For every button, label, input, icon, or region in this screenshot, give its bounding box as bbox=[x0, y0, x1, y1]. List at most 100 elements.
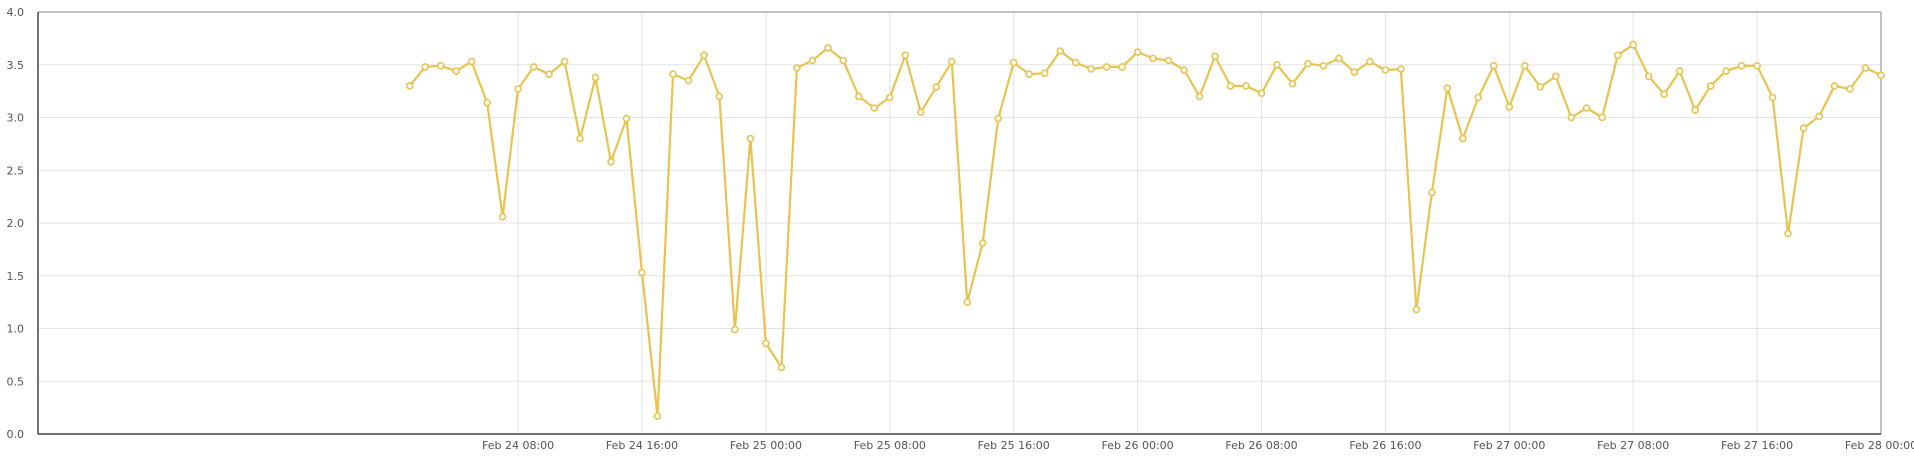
data-point bbox=[824, 44, 832, 52]
data-point bbox=[1613, 51, 1622, 60]
data-point bbox=[622, 114, 631, 123]
data-point bbox=[1799, 124, 1808, 132]
data-point bbox=[1737, 62, 1746, 70]
data-point bbox=[1009, 58, 1018, 67]
data-point bbox=[653, 412, 662, 420]
data-point bbox=[576, 134, 584, 143]
x-tick-label: Feb 26 08:00 bbox=[1225, 439, 1297, 452]
data-point bbox=[1660, 90, 1668, 99]
data-point bbox=[483, 98, 491, 107]
y-tick-label: 1.0 bbox=[7, 323, 25, 336]
data-point bbox=[1459, 134, 1467, 143]
data-point bbox=[808, 56, 817, 65]
data-point bbox=[1629, 40, 1637, 49]
data-point bbox=[1397, 65, 1405, 73]
data-point bbox=[839, 56, 848, 65]
data-point bbox=[947, 57, 956, 66]
x-tick-label: Feb 27 08:00 bbox=[1597, 439, 1669, 452]
data-point bbox=[1273, 61, 1281, 69]
data-point bbox=[1087, 65, 1095, 73]
data-point bbox=[1521, 62, 1529, 70]
y-tick-label: 4.0 bbox=[7, 6, 25, 19]
data-point bbox=[1722, 67, 1730, 75]
data-point bbox=[1830, 82, 1839, 90]
data-point bbox=[1164, 56, 1173, 65]
data-point bbox=[1242, 82, 1250, 90]
data-point bbox=[1102, 63, 1111, 71]
data-point bbox=[1552, 72, 1560, 81]
data-point bbox=[1366, 57, 1374, 66]
data-point bbox=[1118, 63, 1126, 71]
data-point bbox=[1257, 89, 1266, 97]
data-point bbox=[1149, 54, 1157, 63]
axis-layer bbox=[37, 11, 1882, 435]
data-point bbox=[901, 51, 910, 60]
data-point bbox=[1443, 84, 1452, 92]
data-point bbox=[1536, 83, 1545, 91]
data-point bbox=[731, 325, 739, 334]
data-point bbox=[1582, 104, 1591, 112]
data-point bbox=[932, 83, 941, 91]
data-point bbox=[1846, 85, 1854, 93]
data-point bbox=[1304, 59, 1312, 68]
data-point bbox=[963, 298, 972, 306]
data-point bbox=[1598, 113, 1606, 122]
data-point bbox=[638, 268, 646, 277]
data-point bbox=[1490, 62, 1498, 70]
data-point bbox=[1288, 79, 1297, 88]
x-tick-label: Feb 28 00:00 bbox=[1845, 439, 1914, 452]
data-point bbox=[498, 212, 507, 221]
y-tick-label: 0.5 bbox=[7, 375, 25, 388]
x-tick-label: Feb 25 00:00 bbox=[730, 439, 802, 452]
data-point bbox=[1025, 70, 1033, 78]
data-point bbox=[1675, 67, 1684, 75]
data-point bbox=[978, 239, 987, 247]
x-tick-label: Feb 26 16:00 bbox=[1349, 439, 1421, 452]
data-point bbox=[715, 92, 724, 101]
data-point bbox=[994, 114, 1003, 123]
data-point bbox=[421, 63, 430, 71]
data-point bbox=[762, 339, 770, 348]
data-point bbox=[452, 67, 461, 75]
data-point bbox=[1040, 69, 1049, 77]
data-point bbox=[1428, 188, 1436, 197]
series-line bbox=[408, 43, 1882, 418]
y-tick-label: 2.0 bbox=[7, 217, 25, 230]
x-tick-label: Feb 25 08:00 bbox=[854, 439, 926, 452]
data-point bbox=[1319, 62, 1328, 70]
data-point bbox=[1350, 68, 1359, 76]
data-point bbox=[700, 51, 708, 60]
data-point bbox=[1335, 54, 1343, 63]
data-point bbox=[793, 64, 801, 72]
data-point bbox=[684, 76, 693, 85]
data-point bbox=[885, 93, 894, 102]
x-tick-label: Feb 24 08:00 bbox=[482, 439, 554, 452]
data-point bbox=[870, 104, 879, 112]
data-point bbox=[1768, 93, 1777, 102]
data-point bbox=[916, 108, 925, 116]
data-point bbox=[1211, 52, 1219, 61]
data-point bbox=[1071, 58, 1080, 67]
data-point bbox=[1381, 66, 1390, 74]
grid-layer bbox=[38, 12, 1881, 434]
y-tick-label: 3.0 bbox=[7, 112, 25, 125]
data-point bbox=[746, 134, 755, 143]
data-point bbox=[514, 85, 522, 93]
data-point bbox=[545, 70, 553, 78]
data-point bbox=[1706, 82, 1715, 90]
data-point bbox=[1691, 106, 1699, 114]
data-point bbox=[1474, 93, 1483, 102]
data-point bbox=[1412, 305, 1421, 314]
series-layer bbox=[405, 40, 1885, 420]
data-point bbox=[1056, 47, 1064, 55]
x-tick-label: Feb 26 00:00 bbox=[1102, 439, 1174, 452]
data-point bbox=[1784, 229, 1792, 238]
data-point bbox=[1644, 72, 1653, 81]
data-point bbox=[529, 63, 538, 71]
y-tick-label: 3.5 bbox=[7, 59, 25, 72]
x-tick-label: Feb 24 16:00 bbox=[606, 439, 678, 452]
data-point bbox=[560, 57, 569, 66]
data-point bbox=[1133, 48, 1142, 56]
